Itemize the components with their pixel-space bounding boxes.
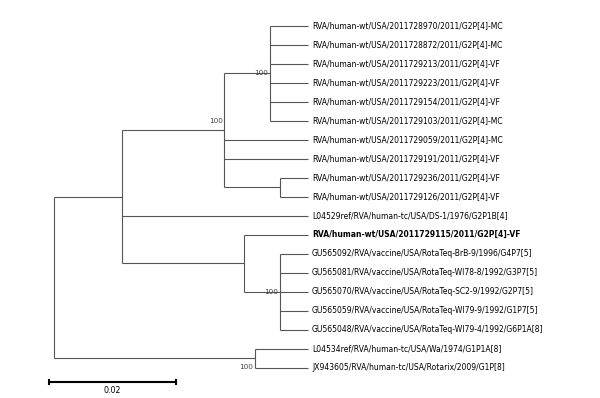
Text: RVA/human-wt/USA/2011728970/2011/G2P[4]-MC: RVA/human-wt/USA/2011728970/2011/G2P[4]-… [312, 21, 503, 30]
Text: 100: 100 [209, 119, 223, 125]
Text: RVA/human-wt/USA/2011729126/2011/G2P[4]-VF: RVA/human-wt/USA/2011729126/2011/G2P[4]-… [312, 192, 500, 201]
Text: RVA/human-wt/USA/2011729213/2011/G2P[4]-VF: RVA/human-wt/USA/2011729213/2011/G2P[4]-… [312, 59, 500, 68]
Text: RVA/human-wt/USA/2011729059/2011/G2P[4]-MC: RVA/human-wt/USA/2011729059/2011/G2P[4]-… [312, 135, 503, 144]
Text: GU565059/RVA/vaccine/USA/RotaTeq-WI79-9/1992/G1P7[5]: GU565059/RVA/vaccine/USA/RotaTeq-WI79-9/… [312, 306, 539, 315]
Text: 100: 100 [239, 364, 253, 370]
Text: 100: 100 [265, 289, 278, 295]
Text: L04529ref/RVA/human-tc/USA/DS-1/1976/G2P1B[4]: L04529ref/RVA/human-tc/USA/DS-1/1976/G2P… [312, 211, 508, 220]
Text: GU565092/RVA/vaccine/USA/RotaTeq-BrB-9/1996/G4P7[5]: GU565092/RVA/vaccine/USA/RotaTeq-BrB-9/1… [312, 249, 533, 258]
Text: GU565048/RVA/vaccine/USA/RotaTeq-WI79-4/1992/G6P1A[8]: GU565048/RVA/vaccine/USA/RotaTeq-WI79-4/… [312, 325, 544, 334]
Text: JX943605/RVA/human-tc/USA/Rotarix/2009/G1P[8]: JX943605/RVA/human-tc/USA/Rotarix/2009/G… [312, 363, 505, 372]
Text: RVA/human-wt/USA/2011729154/2011/G2P[4]-VF: RVA/human-wt/USA/2011729154/2011/G2P[4]-… [312, 97, 500, 106]
Text: 100: 100 [254, 70, 268, 76]
Text: RVA/human-wt/USA/2011729223/2011/G2P[4]-VF: RVA/human-wt/USA/2011729223/2011/G2P[4]-… [312, 78, 500, 87]
Text: RVA/human-wt/USA/2011729191/2011/G2P[4]-VF: RVA/human-wt/USA/2011729191/2011/G2P[4]-… [312, 154, 500, 163]
Text: RVA/human-wt/USA/2011729236/2011/G2P[4]-VF: RVA/human-wt/USA/2011729236/2011/G2P[4]-… [312, 173, 500, 182]
Text: L04534ref/RVA/human-tc/USA/Wa/1974/G1P1A[8]: L04534ref/RVA/human-tc/USA/Wa/1974/G1P1A… [312, 344, 502, 353]
Text: RVA/human-wt/USA/2011729103/2011/G2P[4]-MC: RVA/human-wt/USA/2011729103/2011/G2P[4]-… [312, 116, 503, 125]
Text: RVA/human-wt/USA/2011729115/2011/G2P[4]-VF: RVA/human-wt/USA/2011729115/2011/G2P[4]-… [312, 230, 521, 239]
Text: GU565081/RVA/vaccine/USA/RotaTeq-WI78-8/1992/G3P7[5]: GU565081/RVA/vaccine/USA/RotaTeq-WI78-8/… [312, 268, 538, 277]
Text: GU565070/RVA/vaccine/USA/RotaTeq-SC2-9/1992/G2P7[5]: GU565070/RVA/vaccine/USA/RotaTeq-SC2-9/1… [312, 287, 534, 296]
Text: RVA/human-wt/USA/2011728872/2011/G2P[4]-MC: RVA/human-wt/USA/2011728872/2011/G2P[4]-… [312, 40, 502, 49]
Text: 0.02: 0.02 [103, 386, 121, 395]
